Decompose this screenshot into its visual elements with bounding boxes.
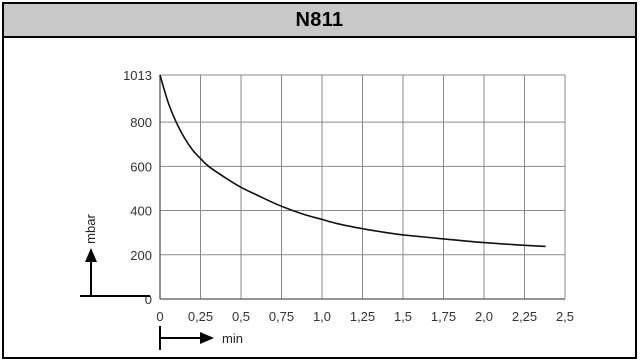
- y-tick-label-4: 800: [130, 115, 152, 130]
- y-tick-label-1: 200: [130, 248, 152, 263]
- x-tick-label-5: 1,25: [350, 309, 375, 324]
- y-tick-label-5: 1013: [123, 68, 152, 83]
- x-tick-label-10: 2,5: [556, 309, 574, 324]
- x-tick-label-1: 0,25: [188, 309, 213, 324]
- x-tick-label-2: 0,5: [232, 309, 250, 324]
- y-tick-label-0: 0: [145, 292, 152, 307]
- pressure-curve: [159, 74, 546, 248]
- chart-header: N811: [4, 4, 635, 38]
- y-tick-label-3: 600: [130, 159, 152, 174]
- x-arrow-head: [200, 332, 214, 344]
- y-arrow-head: [85, 248, 97, 262]
- y-tick-label-2: 400: [130, 204, 152, 219]
- x-tick-label-6: 1,5: [394, 309, 412, 324]
- x-axis-label: min: [222, 331, 243, 346]
- x-tick-label-4: 1,0: [313, 309, 331, 324]
- y-axis-label: mbar: [83, 214, 98, 244]
- x-tick-label-9: 2,25: [512, 309, 537, 324]
- x-tick-label-0: 0: [156, 309, 163, 324]
- x-tick-label-8: 2,0: [475, 309, 493, 324]
- x-tick-label-7: 1,75: [431, 309, 456, 324]
- x-tick-label-3: 0,75: [269, 309, 294, 324]
- chart-title: N811: [295, 8, 344, 31]
